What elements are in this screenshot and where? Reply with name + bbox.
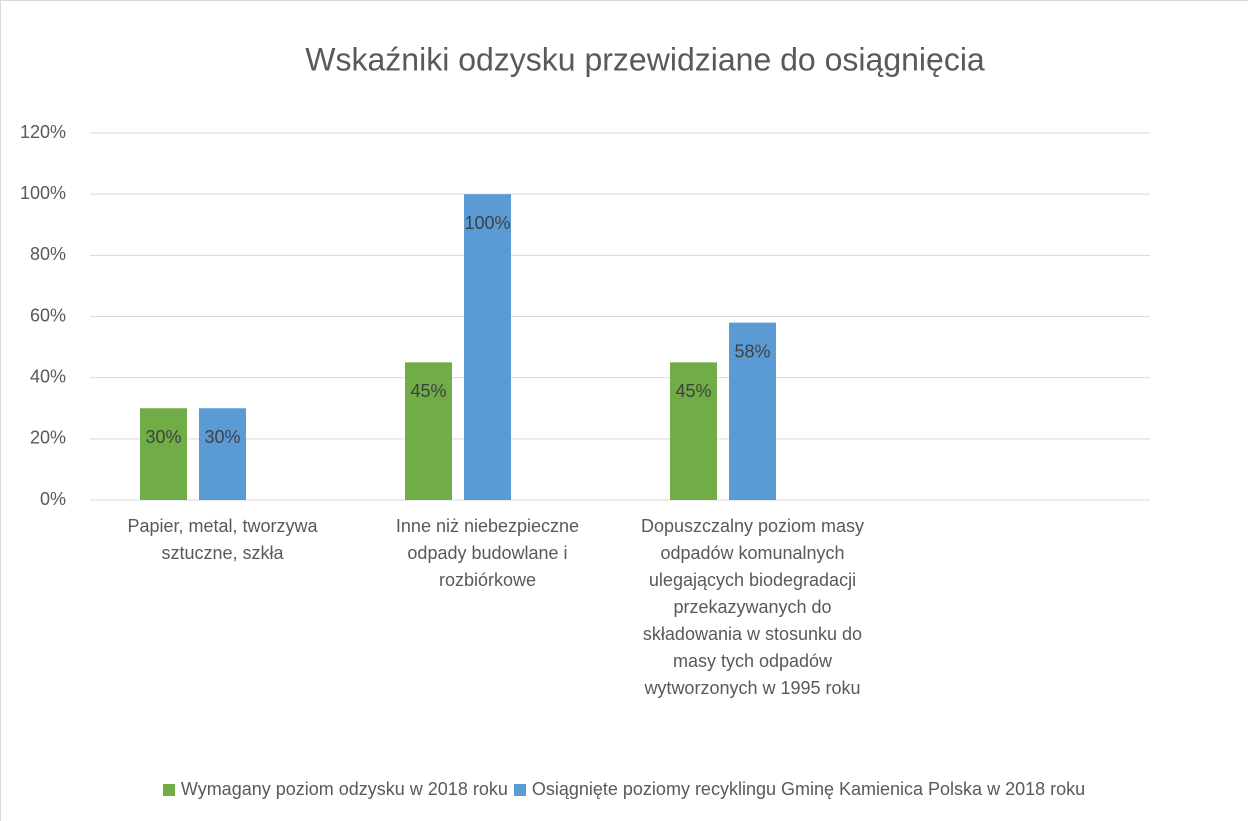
bar xyxy=(140,408,187,500)
data-label: 30% xyxy=(145,427,181,447)
data-label: 30% xyxy=(204,427,240,447)
legend-swatch xyxy=(162,784,175,796)
bar xyxy=(729,322,776,500)
y-tick-label: 80% xyxy=(30,244,66,264)
chart-title: Wskaźniki odzysku przewidziane do osiągn… xyxy=(305,41,985,77)
data-label: 45% xyxy=(675,381,711,401)
y-tick-label: 0% xyxy=(40,489,66,509)
y-tick-label: 40% xyxy=(30,366,66,386)
legend-label: Wymagany poziom odzysku w 2018 roku xyxy=(180,779,508,799)
bar xyxy=(199,408,246,500)
data-label: 45% xyxy=(410,381,446,401)
legend-swatch xyxy=(513,784,526,796)
y-tick-label: 60% xyxy=(30,305,66,325)
y-tick-label: 20% xyxy=(30,428,66,448)
x-tick-label: Inne niż niebezpieczne odpady budowlane … xyxy=(395,516,580,590)
data-label: 58% xyxy=(734,341,770,361)
x-tick-label: Dopuszczalny poziom masy odpadów komunal… xyxy=(640,516,865,698)
y-tick-label: 100% xyxy=(20,183,66,203)
y-tick-label: 120% xyxy=(20,122,66,142)
legend-item: Osiągnięte poziomy recyklingu Gminę Kami… xyxy=(513,779,1086,800)
legend-item: Wymagany poziom odzysku w 2018 roku xyxy=(162,779,508,800)
x-tick-label: Papier, metal, tworzywa sztuczne, szkła xyxy=(127,516,318,563)
bar xyxy=(670,362,717,500)
bar xyxy=(464,194,511,500)
bar xyxy=(405,362,452,500)
data-label: 100% xyxy=(464,213,510,233)
legend-label: Osiągnięte poziomy recyklingu Gminę Kami… xyxy=(531,779,1086,799)
legend: Wymagany poziom odzysku w 2018 roku Osiąg… xyxy=(0,779,1248,800)
